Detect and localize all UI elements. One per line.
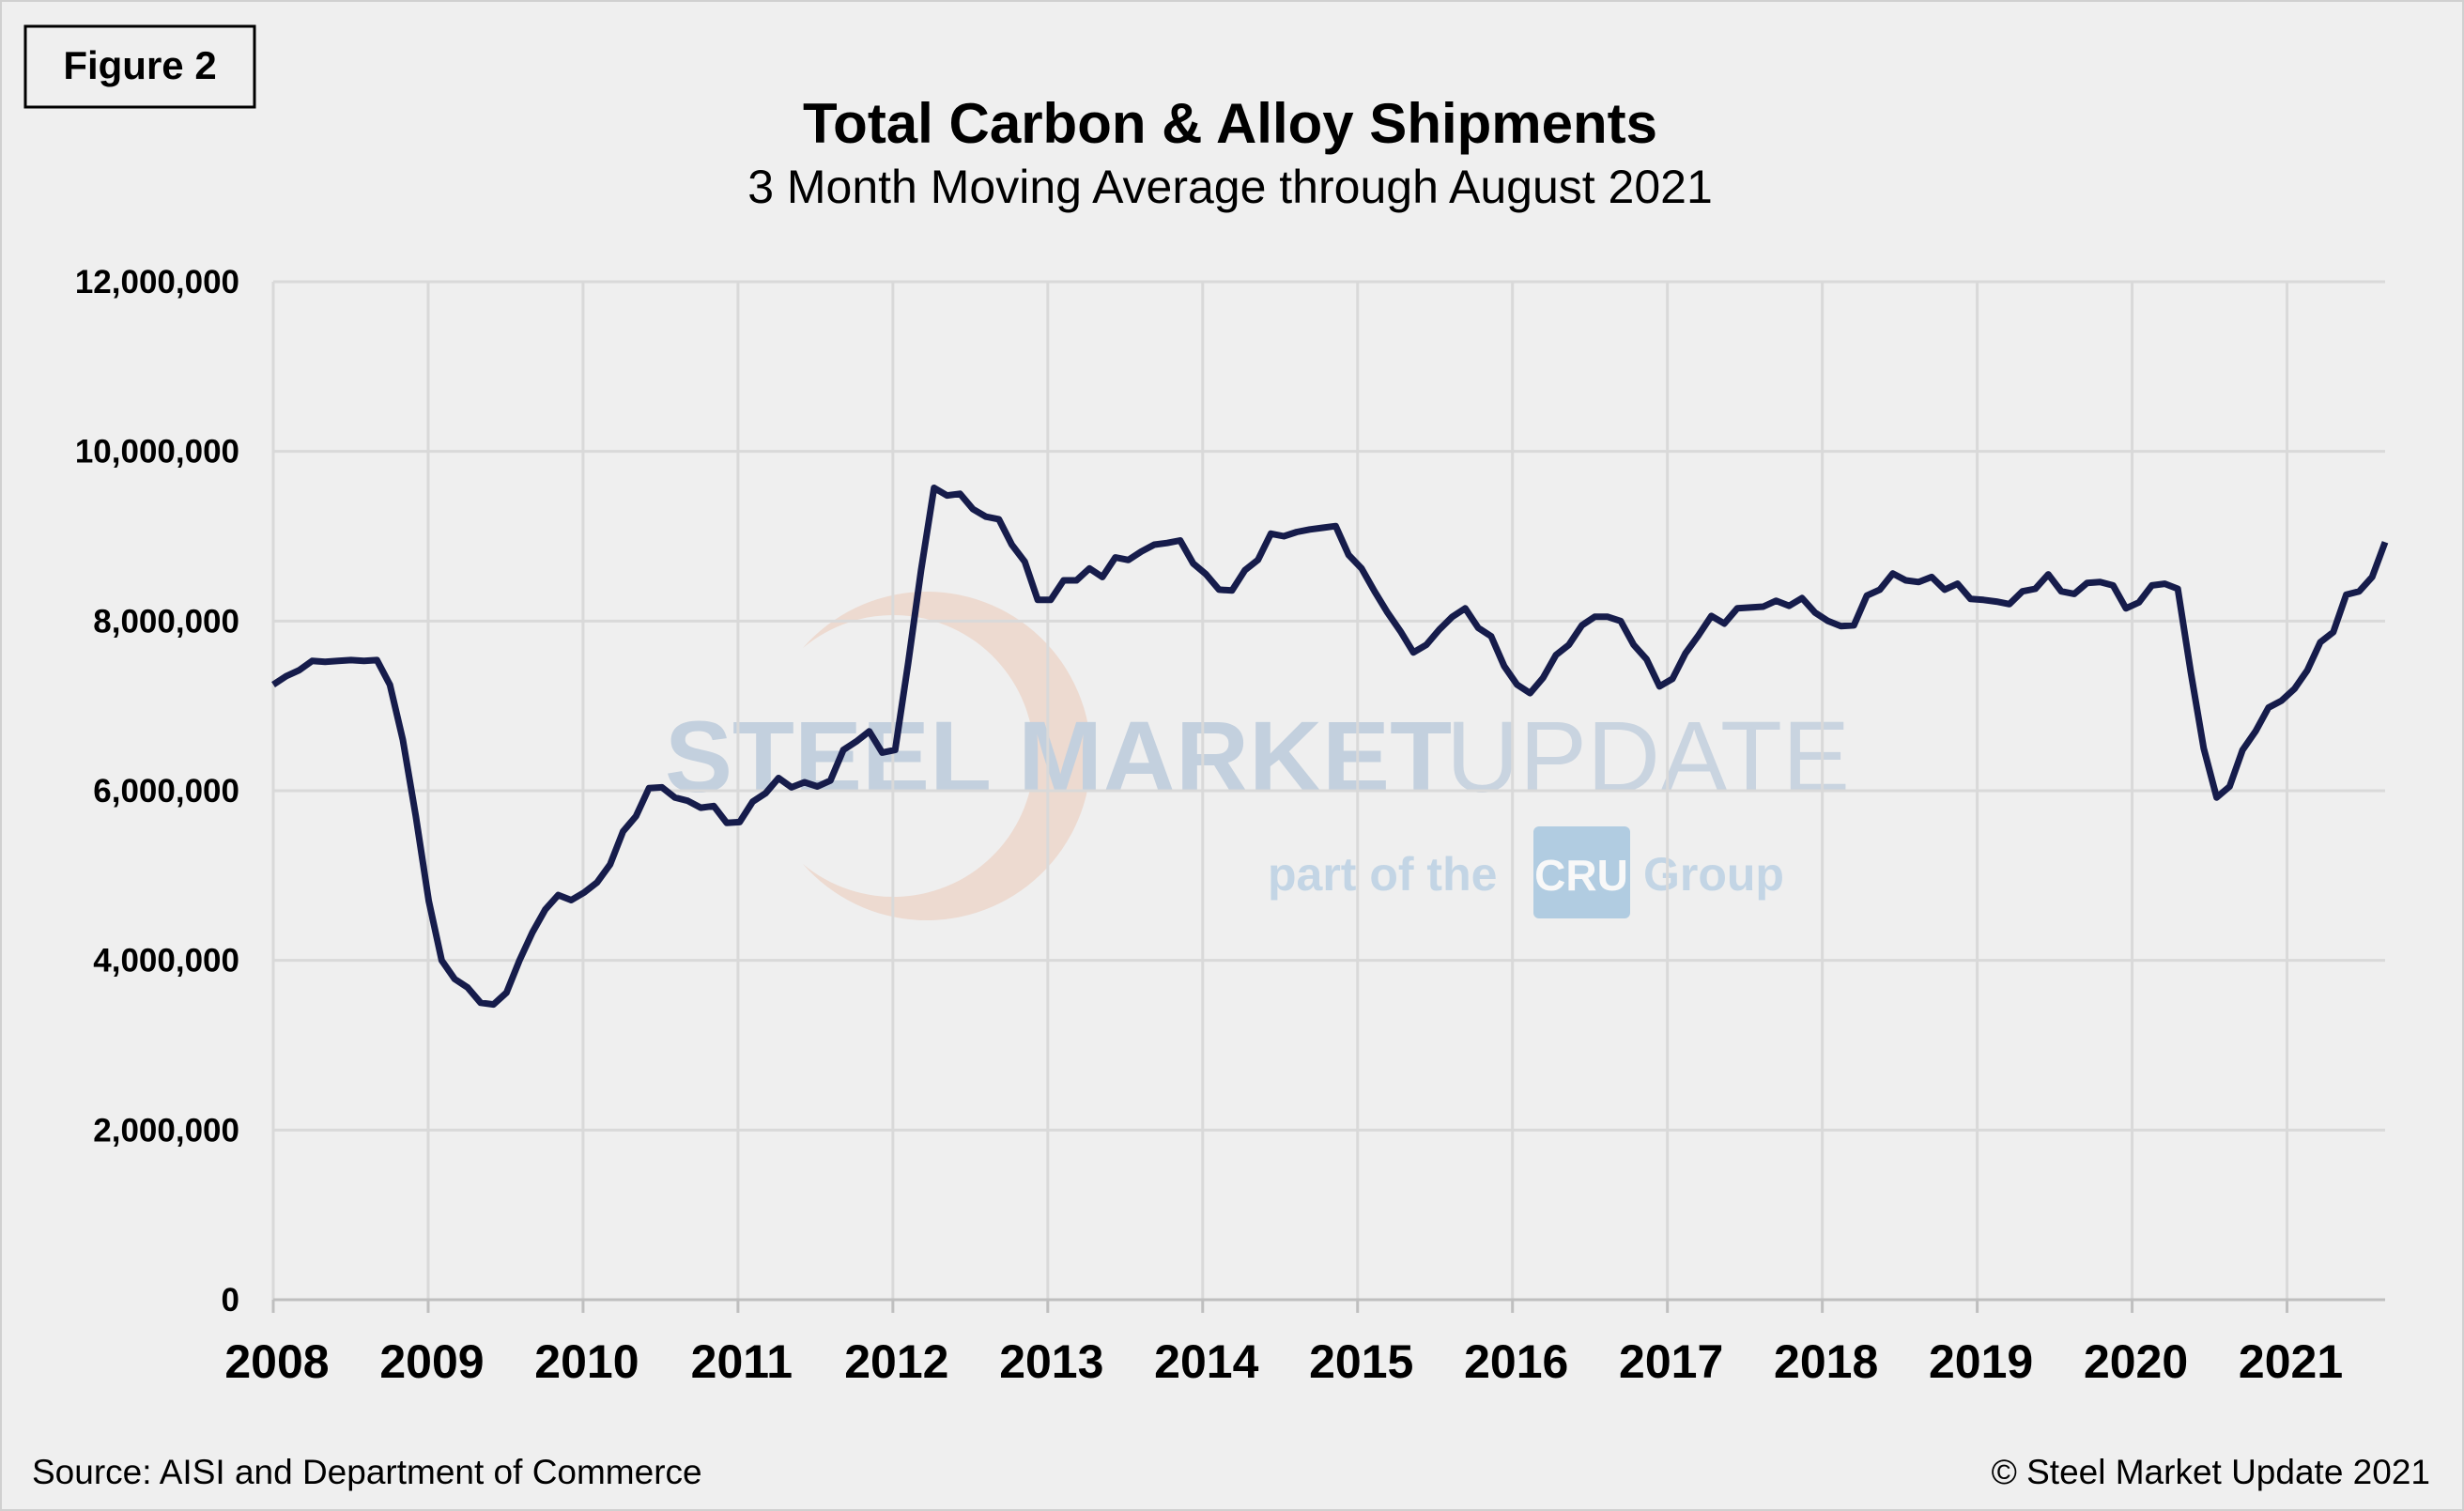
x-tick-label: 2014 [1154, 1335, 1258, 1388]
y-tick-label: 8,000,000 [93, 603, 239, 640]
x-tick-label: 2020 [2084, 1335, 2188, 1388]
watermark-cru: CRU [1534, 851, 1628, 900]
x-tick-label: 2015 [1309, 1335, 1413, 1388]
chart-subtitle: 3 Month Moving Average through August 20… [747, 161, 1713, 213]
watermark-arc-icon [803, 592, 1091, 920]
x-tick-label: 2016 [1464, 1335, 1568, 1388]
x-tick-label: 2021 [2239, 1335, 2343, 1388]
y-tick-label: 6,000,000 [93, 773, 239, 809]
x-tick-label: 2013 [999, 1335, 1103, 1388]
y-tick-label: 12,000,000 [75, 264, 239, 301]
data-points [272, 487, 2386, 1005]
figure-label-text: Figure 2 [63, 43, 216, 87]
x-tick-label: 2009 [379, 1335, 484, 1388]
watermark-cru-box [1533, 826, 1630, 918]
y-tick-label: 2,000,000 [93, 1112, 239, 1149]
x-tick-label: 2018 [1774, 1335, 1878, 1388]
y-axis-ticks: 0 2,000,000 4,000,000 6,000,000 8,000,000 10,… [75, 264, 239, 1318]
x-tick-label: 2017 [1619, 1335, 1723, 1388]
x-tick-label: 2012 [844, 1335, 948, 1388]
watermark-update: UPDATE [1446, 700, 1850, 813]
series-line-shipments [271, 485, 2389, 1009]
y-tick-label: 4,000,000 [93, 943, 239, 979]
x-tick-label: 2010 [534, 1335, 639, 1388]
figure-label: Figure 2 [23, 24, 256, 109]
chart-title: Total Carbon & Alloy Shipments [803, 92, 1657, 155]
x-tick-label: 2008 [224, 1335, 329, 1388]
watermark-part-of-the: part of the [1268, 848, 1497, 901]
copyright-note: © Steel Market Update 2021 [1992, 1453, 2430, 1491]
x-tick-label: 2011 [691, 1335, 793, 1388]
gridlines [271, 280, 2385, 1313]
y-tick-label: 0 [222, 1282, 239, 1318]
y-tick-label: 10,000,000 [75, 434, 239, 470]
source-note: Source: AISI and Department of Commerce [32, 1453, 702, 1491]
watermark-steel-market: STEEL MARKET [665, 700, 1452, 813]
watermark-group: Group [1643, 848, 1784, 901]
x-tick-label: 2019 [1929, 1335, 2033, 1388]
x-axis-ticks: 2008 2009 2010 2011 2012 2013 2014 2015 2016 2017… [224, 1335, 2343, 1388]
